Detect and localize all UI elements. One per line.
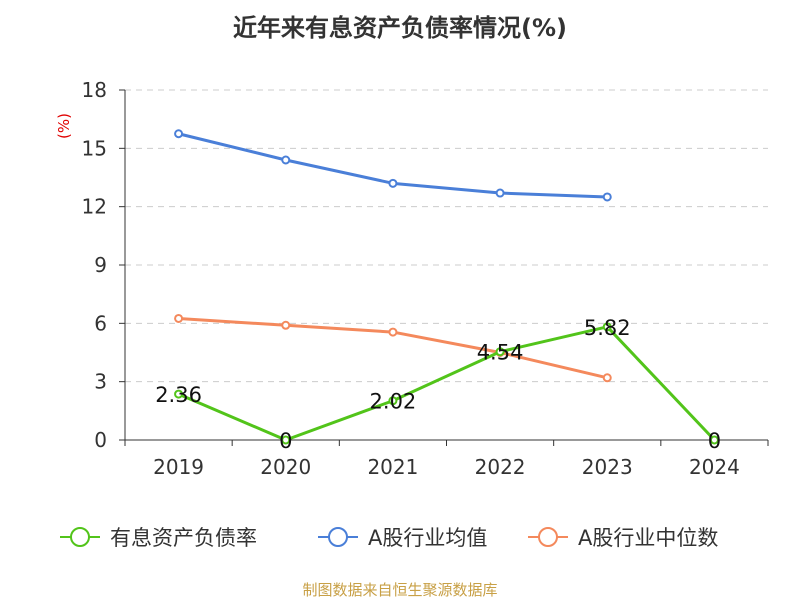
data-label: 5.82 bbox=[584, 316, 631, 340]
y-tick-label: 3 bbox=[94, 370, 107, 394]
legend-marker bbox=[328, 527, 348, 547]
legend-label: A股行业中位数 bbox=[578, 526, 718, 550]
data-point bbox=[495, 188, 505, 198]
legend-marker bbox=[538, 527, 558, 547]
data-point bbox=[602, 373, 612, 383]
data-point bbox=[709, 435, 719, 445]
data-label: 0 bbox=[279, 429, 292, 453]
data-point bbox=[602, 192, 612, 202]
legend-label: A股行业均值 bbox=[368, 526, 487, 550]
data-point bbox=[388, 327, 398, 337]
series-line-2 bbox=[178, 316, 608, 380]
x-tick-label: 2022 bbox=[475, 455, 526, 479]
x-tick-label: 2024 bbox=[689, 455, 740, 479]
x-tick-label: 2023 bbox=[582, 455, 633, 479]
y-tick-label: 15 bbox=[82, 136, 107, 160]
y-tick-label: 0 bbox=[94, 428, 107, 452]
series-line-0 bbox=[177, 325, 716, 442]
data-point bbox=[602, 322, 612, 332]
data-point bbox=[174, 129, 184, 139]
x-tick-label: 2019 bbox=[153, 455, 204, 479]
x-tick-label: 2020 bbox=[260, 455, 311, 479]
data-point bbox=[174, 313, 184, 323]
data-label: 2.02 bbox=[370, 390, 417, 414]
data-label: 4.54 bbox=[477, 341, 524, 365]
chart-title: 近年来有息资产负债率情况(%) bbox=[233, 14, 567, 42]
data-point bbox=[495, 347, 505, 357]
data-point bbox=[281, 435, 291, 445]
data-label: 0 bbox=[708, 429, 721, 453]
y-tick-label: 12 bbox=[82, 195, 107, 219]
y-tick-label: 9 bbox=[94, 253, 107, 277]
y-tick-label: 18 bbox=[82, 78, 107, 102]
data-point bbox=[281, 320, 291, 330]
y-axis-label: (%) bbox=[55, 113, 73, 139]
legend-label: 有息资产负债率 bbox=[110, 526, 257, 550]
data-point bbox=[388, 396, 398, 406]
data-label: 2.36 bbox=[155, 383, 202, 407]
data-point bbox=[388, 178, 398, 188]
data-point bbox=[174, 389, 184, 399]
legend-marker bbox=[70, 527, 90, 547]
source-note: 制图数据来自恒生聚源数据库 bbox=[302, 581, 498, 599]
x-tick-label: 2021 bbox=[367, 455, 418, 479]
data-point bbox=[281, 155, 291, 165]
y-tick-label: 6 bbox=[94, 311, 107, 335]
